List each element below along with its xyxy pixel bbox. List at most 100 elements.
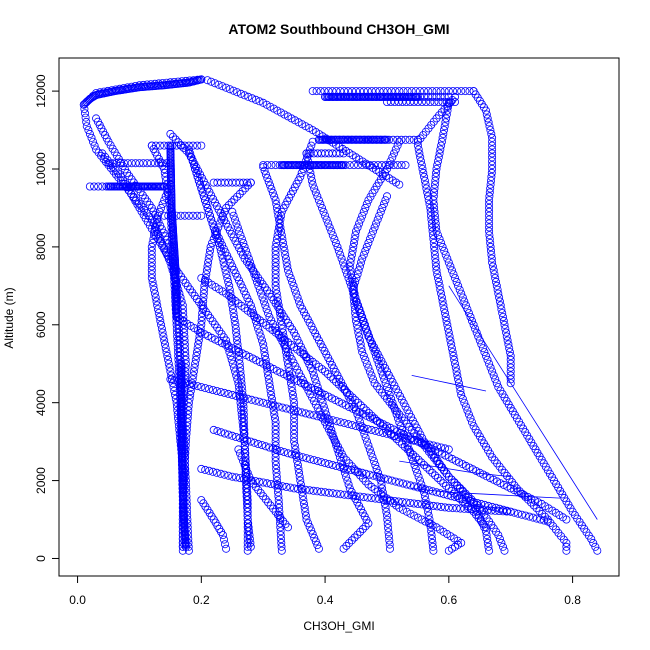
- data-point: [497, 538, 506, 547]
- data-series: [469, 87, 515, 388]
- data-point: [287, 450, 296, 459]
- data-point: [271, 429, 280, 438]
- data-point: [266, 181, 275, 190]
- data-point: [202, 270, 211, 279]
- data-point: [430, 188, 439, 197]
- data-point: [240, 460, 249, 469]
- data-point: [214, 80, 223, 89]
- data-point: [481, 527, 490, 536]
- data-point: [302, 454, 311, 463]
- data-point: [463, 406, 472, 415]
- data-point: [464, 505, 473, 514]
- data-point: [357, 312, 366, 321]
- data-point: [236, 402, 245, 411]
- data-point: [409, 135, 418, 144]
- data-point: [332, 461, 341, 470]
- data-point: [350, 466, 359, 475]
- data-point: [280, 246, 289, 255]
- data-point: [406, 498, 415, 507]
- data-point: [358, 425, 367, 434]
- data-point: [364, 363, 373, 372]
- data-point: [436, 145, 445, 154]
- data-point: [432, 262, 441, 271]
- data-point: [384, 475, 393, 484]
- data-point: [202, 266, 211, 275]
- data-point: [305, 522, 314, 531]
- data-point: [348, 285, 357, 294]
- data-point: [345, 390, 354, 399]
- data-point: [345, 262, 354, 271]
- data-point: [397, 161, 406, 170]
- data-point: [248, 266, 257, 275]
- data-point: [443, 102, 452, 111]
- data-point: [290, 484, 299, 493]
- data-point: [309, 456, 318, 465]
- data-point: [194, 336, 203, 345]
- data-point: [288, 386, 297, 395]
- data-point: [510, 508, 519, 517]
- data-point: [317, 458, 326, 467]
- data-point: [488, 149, 497, 158]
- data-point: [379, 428, 388, 437]
- data-point: [149, 281, 158, 290]
- data-point: [254, 439, 263, 448]
- data-point: [245, 531, 254, 540]
- x-axis-label: CH3OH_GMI: [303, 619, 374, 633]
- data-point: [160, 196, 169, 205]
- data-point: [172, 312, 181, 321]
- data-point: [347, 536, 356, 545]
- data-point: [243, 511, 252, 520]
- data-point: [157, 203, 166, 212]
- data-point: [439, 126, 448, 135]
- data-point: [271, 262, 280, 271]
- data-point: [271, 277, 280, 286]
- data-point: [398, 479, 407, 488]
- data-point: [277, 207, 286, 216]
- data-point: [487, 172, 496, 181]
- data-point: [423, 192, 432, 201]
- data-point: [406, 481, 415, 490]
- data-point: [382, 429, 391, 438]
- data-point: [369, 471, 378, 480]
- data-point: [158, 200, 167, 209]
- data-point: [273, 297, 282, 306]
- data-point: [345, 539, 354, 548]
- data-point: [337, 254, 346, 263]
- data-point: [481, 523, 490, 532]
- data-point: [488, 141, 497, 150]
- data-point: [424, 87, 433, 96]
- data-point: [417, 98, 426, 107]
- data-point: [434, 153, 443, 162]
- data-point: [427, 535, 436, 544]
- data-point: [270, 414, 279, 423]
- data-point: [276, 527, 285, 536]
- data-point: [501, 324, 510, 333]
- data-point: [250, 438, 259, 447]
- data-point: [390, 381, 399, 390]
- data-series: [172, 312, 571, 524]
- data-point: [353, 530, 362, 539]
- data-point: [176, 141, 185, 150]
- data-point: [159, 228, 168, 237]
- data-point: [339, 453, 348, 462]
- data-point: [147, 254, 156, 263]
- data-point: [231, 367, 240, 376]
- data-point: [464, 410, 473, 419]
- data-point: [81, 113, 90, 122]
- data-point: [430, 98, 439, 107]
- data-point: [440, 305, 449, 314]
- data-point: [358, 474, 367, 483]
- data-point: [197, 320, 206, 329]
- data-point: [359, 250, 368, 259]
- data-point: [429, 192, 438, 201]
- data-point: [333, 242, 342, 251]
- data-point: [413, 137, 422, 146]
- data-point: [406, 509, 415, 518]
- data-point: [499, 316, 508, 325]
- data-series: [147, 141, 206, 150]
- data-point: [311, 537, 320, 546]
- data-point: [271, 449, 280, 458]
- data-point: [147, 270, 156, 279]
- data-point: [371, 494, 380, 503]
- data-point: [486, 176, 495, 185]
